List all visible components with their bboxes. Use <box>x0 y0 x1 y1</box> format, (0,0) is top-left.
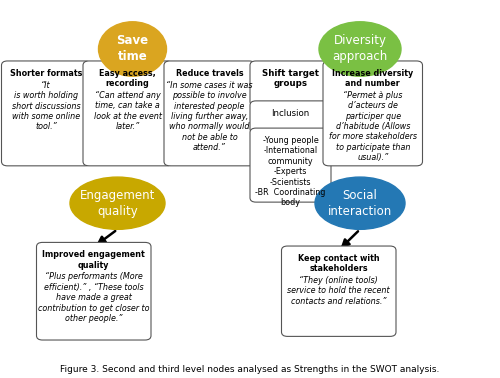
Text: Shorter formats: Shorter formats <box>10 69 83 78</box>
FancyBboxPatch shape <box>36 242 151 340</box>
Text: “It
is worth holding
short discussions
with some online
tool.”: “It is worth holding short discussions w… <box>12 81 80 132</box>
Text: “Can attend any
time, can take a
look at the event
later.”: “Can attend any time, can take a look at… <box>94 91 162 131</box>
Text: Increase diversity
and number: Increase diversity and number <box>332 69 413 88</box>
FancyBboxPatch shape <box>164 61 255 166</box>
Text: Social
interaction: Social interaction <box>328 189 392 218</box>
Ellipse shape <box>98 22 166 76</box>
Text: Keep contact with
stakeholders: Keep contact with stakeholders <box>298 254 380 273</box>
Ellipse shape <box>70 177 165 229</box>
Text: “Plus performants (More
efficient).” , “These tools
have made a great
contributi: “Plus performants (More efficient).” , “… <box>38 272 150 323</box>
Text: Save
time: Save time <box>116 34 148 64</box>
FancyBboxPatch shape <box>2 61 91 166</box>
Text: Figure 3. Second and third level nodes analysed as Strengths in the SWOT analysi: Figure 3. Second and third level nodes a… <box>60 365 440 374</box>
Text: -Young people
-International
community
-Experts
-Scientists
-BR  Coordinating
bo: -Young people -International community -… <box>256 136 326 208</box>
Text: “Permet à plus
d’acteurs de
participer que
d’habitude (Allows
for more stakehold: “Permet à plus d’acteurs de participer q… <box>329 91 417 162</box>
FancyBboxPatch shape <box>250 61 331 106</box>
FancyBboxPatch shape <box>323 61 422 166</box>
Text: Easy access,
recording: Easy access, recording <box>100 69 156 88</box>
FancyBboxPatch shape <box>282 246 396 336</box>
Ellipse shape <box>319 22 401 76</box>
Text: Inclusion: Inclusion <box>272 109 310 118</box>
Text: “They (online tools)
service to hold the recent
contacts and relations.”: “They (online tools) service to hold the… <box>288 276 390 306</box>
Text: Improved engagement
quality: Improved engagement quality <box>42 250 145 270</box>
Text: Engagement
quality: Engagement quality <box>80 189 155 218</box>
Text: Shift target
groups: Shift target groups <box>262 69 319 88</box>
Ellipse shape <box>315 177 405 229</box>
FancyBboxPatch shape <box>250 101 331 133</box>
Text: Reduce travels: Reduce travels <box>176 69 244 78</box>
FancyBboxPatch shape <box>250 128 331 202</box>
FancyBboxPatch shape <box>83 61 172 166</box>
Text: Diversity
approach: Diversity approach <box>332 34 388 64</box>
Text: “In some cases it was
possible to involve
interested people
living further away,: “In some cases it was possible to involv… <box>166 81 253 152</box>
